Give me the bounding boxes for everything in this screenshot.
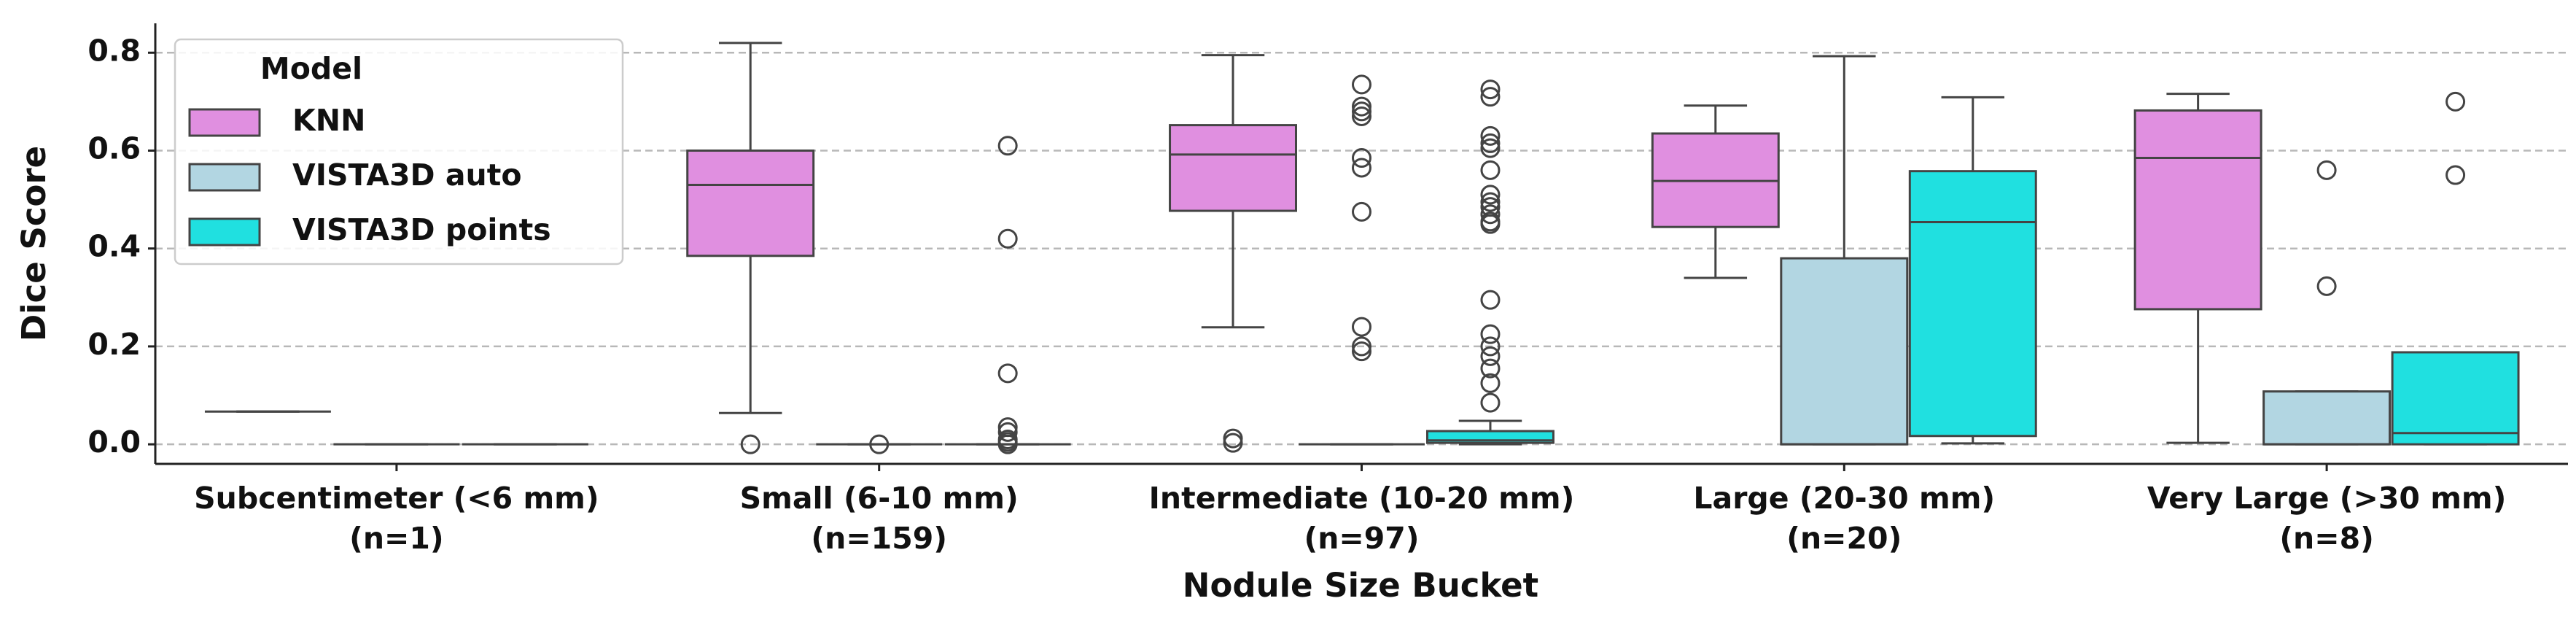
outlier bbox=[1352, 101, 1371, 122]
outlier bbox=[1480, 214, 1501, 234]
x-tick-label: (n=159) bbox=[811, 521, 947, 556]
box-group bbox=[2262, 160, 2392, 446]
box-group bbox=[1651, 104, 1780, 279]
outlier bbox=[1352, 336, 1371, 357]
legend-title: Model bbox=[260, 51, 362, 86]
outlier bbox=[1480, 133, 1501, 153]
x-tick-label: (n=20) bbox=[1786, 521, 1902, 556]
outlier bbox=[997, 434, 1018, 454]
legend-label: VISTA3D points bbox=[292, 212, 551, 247]
outlier bbox=[1352, 96, 1371, 117]
outlier bbox=[2445, 91, 2466, 112]
box-group bbox=[1908, 96, 2037, 445]
outlier bbox=[1352, 341, 1371, 362]
box-group bbox=[2391, 91, 2520, 446]
outlier bbox=[1352, 106, 1371, 127]
outlier bbox=[1480, 185, 1501, 205]
box-group bbox=[1169, 54, 1297, 453]
legend-label: KNN bbox=[292, 103, 365, 138]
box bbox=[1780, 257, 1909, 446]
box bbox=[1908, 170, 2037, 438]
outlier bbox=[997, 228, 1018, 249]
x-tick-label: Very Large (>30 mm) bbox=[2147, 481, 2507, 516]
y-tick-label: 0.0 bbox=[87, 425, 141, 460]
legend-label: VISTA3D auto bbox=[292, 158, 522, 193]
outlier bbox=[1352, 74, 1371, 95]
x-tick-label: (n=8) bbox=[2279, 521, 2374, 556]
outlier bbox=[2316, 276, 2337, 296]
x-tick-label: (n=1) bbox=[349, 521, 444, 556]
y-tick-label: 0.4 bbox=[87, 229, 141, 264]
box bbox=[2391, 351, 2520, 446]
y-tick-label: 0.6 bbox=[87, 131, 141, 166]
outlier bbox=[1480, 346, 1501, 366]
outlier bbox=[1480, 160, 1501, 180]
box bbox=[1169, 124, 1297, 212]
outlier bbox=[1352, 158, 1371, 178]
x-axis-label: Nodule Size Bucket bbox=[1183, 566, 1538, 605]
outlier bbox=[1480, 290, 1501, 310]
legend-swatch bbox=[188, 217, 261, 247]
outlier bbox=[1480, 336, 1501, 357]
x-tick-label: Subcentimeter (<6 mm) bbox=[194, 481, 599, 516]
x-tick-label: (n=97) bbox=[1304, 521, 1419, 556]
outlier bbox=[1480, 358, 1501, 379]
x-tick-label: Intermediate (10-20 mm) bbox=[1149, 481, 1575, 516]
legend: Model KNN VISTA3D auto VISTA3D points bbox=[174, 38, 624, 265]
outlier bbox=[1480, 192, 1501, 212]
x-tick-label: Small (6-10 mm) bbox=[740, 481, 1019, 516]
outlier bbox=[997, 422, 1018, 442]
y-tick-label: 0.2 bbox=[87, 327, 141, 362]
box-group bbox=[686, 42, 815, 454]
y-axis-label: Dice Score bbox=[15, 146, 53, 341]
legend-swatch bbox=[188, 163, 261, 192]
outlier bbox=[997, 136, 1018, 156]
box-group bbox=[1299, 74, 1425, 446]
outlier bbox=[740, 434, 760, 454]
outlier bbox=[1480, 324, 1501, 344]
outlier bbox=[1480, 204, 1501, 225]
outlier bbox=[869, 434, 890, 454]
box-group bbox=[1780, 55, 1909, 446]
outlier bbox=[1480, 80, 1501, 100]
outlier bbox=[1480, 392, 1501, 413]
outlier bbox=[997, 363, 1018, 384]
box-group bbox=[816, 434, 943, 454]
box bbox=[2262, 390, 2392, 446]
outlier bbox=[1480, 125, 1501, 146]
outlier bbox=[1352, 201, 1371, 222]
legend-swatch bbox=[188, 108, 261, 137]
outlier bbox=[1480, 373, 1501, 393]
outlier bbox=[2445, 165, 2466, 185]
box-group bbox=[2133, 93, 2262, 444]
box-group bbox=[944, 136, 1071, 454]
outlier bbox=[1480, 87, 1501, 107]
x-tick-label: Large (20-30 mm) bbox=[1693, 481, 1995, 516]
y-tick-label: 0.8 bbox=[87, 33, 141, 68]
outlier bbox=[2316, 160, 2337, 180]
box bbox=[686, 149, 815, 257]
box bbox=[2133, 109, 2262, 311]
outlier bbox=[1480, 138, 1501, 158]
box-group bbox=[1426, 80, 1554, 446]
outlier bbox=[1352, 317, 1371, 337]
legend-frame bbox=[174, 38, 624, 265]
outlier bbox=[1352, 148, 1371, 168]
outlier bbox=[1223, 433, 1243, 453]
